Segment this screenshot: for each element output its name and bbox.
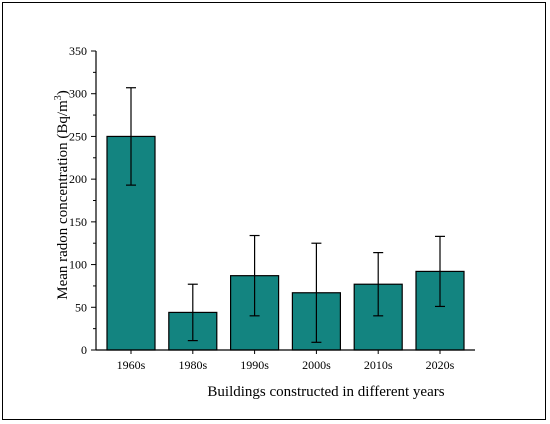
- x-tick-label: 2000s: [302, 358, 331, 372]
- error-bar-1990s: [249, 234, 260, 317]
- y-tick-label: 200: [69, 172, 87, 186]
- error-bar-1980s: [187, 283, 198, 342]
- y-axis-label: Mean radon concentration (Bq/m3): [53, 90, 71, 300]
- x-tick-label: 1990s: [240, 358, 269, 372]
- y-tick-label: 150: [69, 215, 87, 229]
- error-bar-2000s: [311, 242, 322, 343]
- y-tick-label: 350: [69, 44, 87, 58]
- y-tick-label: 50: [75, 300, 87, 314]
- x-tick-label: 2010s: [364, 358, 393, 372]
- y-axis-label-main: Mean radon concentration (Bq/m: [55, 100, 71, 300]
- error-bar-1960s: [126, 87, 136, 186]
- x-tick-label: 2020s: [426, 358, 455, 372]
- y-tick-label: 0: [81, 343, 87, 357]
- error-bar-2020s: [435, 235, 445, 308]
- error-bars-group: [126, 87, 445, 343]
- axes-group: 1960s 1980s 1990s 2000s 2010s 2020s 0 50 100 150 2…: [69, 44, 475, 372]
- bars-group: [106, 135, 465, 351]
- x-tick-label: 1980s: [178, 358, 207, 372]
- y-tick-label: 300: [69, 87, 87, 101]
- y-tick-label: 250: [69, 129, 87, 143]
- figure-frame: [2, 2, 546, 420]
- y-axis-label-tail: ): [55, 90, 71, 95]
- y-axis-label-superscript: 3: [53, 95, 64, 100]
- y-tick-label: 100: [69, 258, 87, 272]
- x-axis-label: Buildings constructed in different years: [207, 384, 444, 400]
- error-bar-2010s: [373, 252, 384, 317]
- x-tick-label: 1960s: [117, 358, 146, 372]
